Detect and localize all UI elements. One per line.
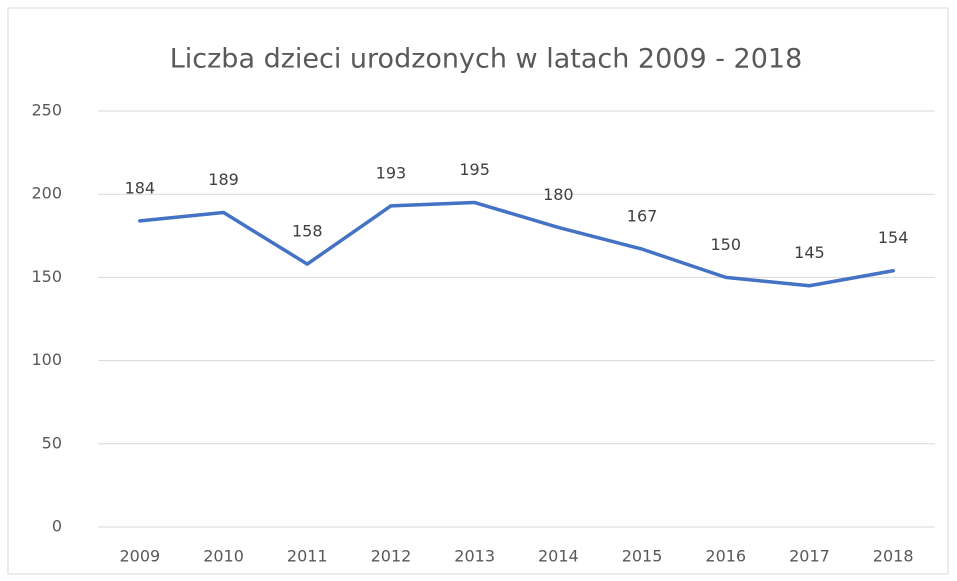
- data-label: 158: [292, 222, 323, 241]
- y-tick-label: 0: [52, 517, 62, 536]
- data-label: 150: [710, 235, 741, 254]
- data-label: 145: [794, 243, 825, 262]
- y-tick-label: 50: [42, 433, 62, 452]
- y-tick-label: 100: [31, 350, 62, 369]
- x-tick-label: 2017: [789, 547, 830, 566]
- x-tick-label: 2011: [287, 547, 328, 566]
- data-label: 189: [208, 170, 239, 189]
- x-tick-label: 2013: [454, 547, 495, 566]
- x-tick-label: 2014: [538, 547, 579, 566]
- x-tick-label: 2012: [371, 547, 412, 566]
- y-tick-label: 250: [31, 101, 62, 120]
- y-tick-label: 200: [31, 184, 62, 203]
- x-tick-label: 2009: [119, 547, 160, 566]
- x-tick-label: 2010: [203, 547, 244, 566]
- data-label: 154: [878, 228, 909, 247]
- data-label: 167: [627, 207, 658, 226]
- y-tick-label: 150: [31, 267, 62, 286]
- data-label: 195: [459, 160, 490, 179]
- x-tick-label: 2015: [622, 547, 663, 566]
- data-label: 180: [543, 185, 574, 204]
- chart-border: [7, 7, 949, 575]
- data-line: [138, 200, 895, 288]
- data-label: 184: [125, 178, 156, 197]
- x-tick-label: 2016: [705, 547, 746, 566]
- data-label: 193: [376, 163, 407, 182]
- chart-title: Liczba dzieci urodzonych w latach 2009 -…: [170, 44, 803, 75]
- x-tick-label: 2018: [873, 547, 914, 566]
